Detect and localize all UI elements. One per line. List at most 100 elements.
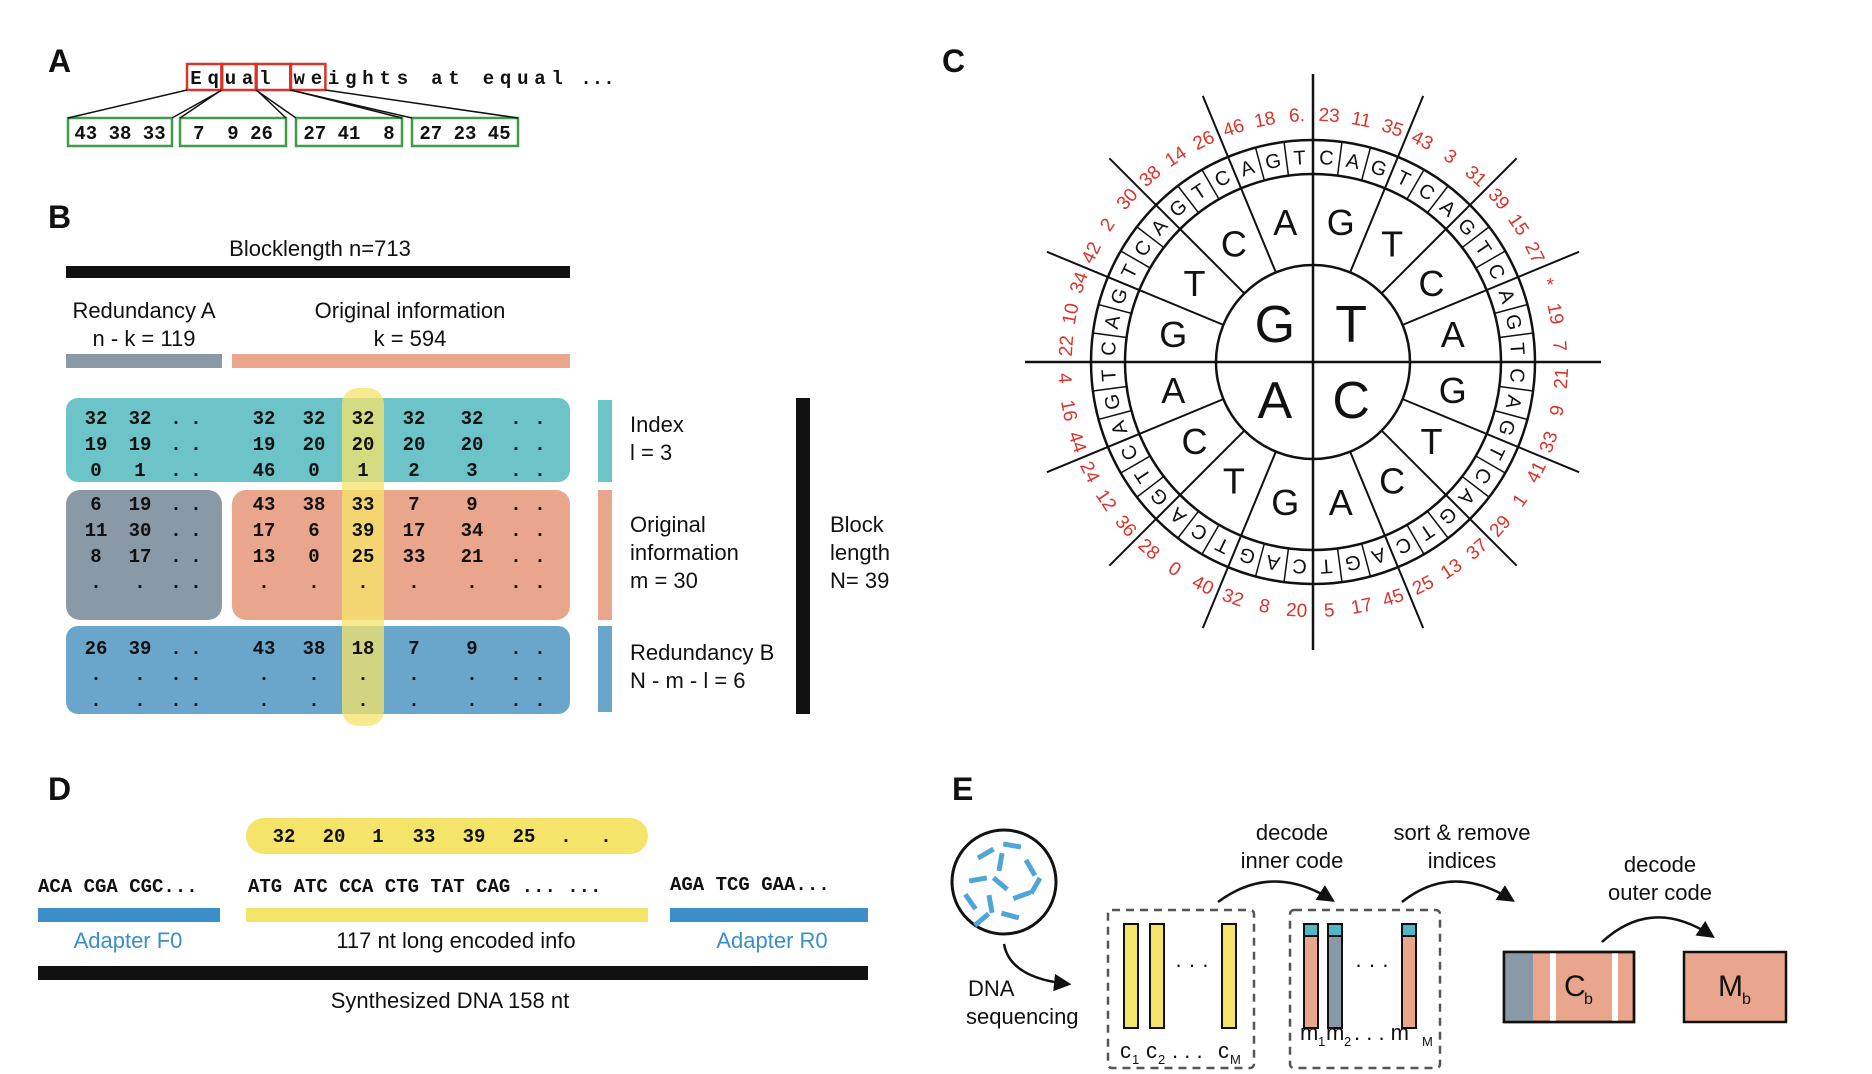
wheel-base-outer: T (1117, 261, 1142, 282)
matrix-cell: 21 (461, 546, 484, 568)
wheel-divider (1098, 409, 1132, 421)
wheel-divider (1426, 510, 1449, 539)
matrix-cell: . (408, 664, 419, 686)
decode-inner-arrow (1217, 880, 1335, 904)
index-symbol: 25 (513, 826, 536, 848)
wheel-divider (1092, 385, 1127, 392)
index-legend-bar (598, 400, 612, 482)
wheel-symbol-number: 38 (1136, 162, 1166, 192)
matrix-cell: . (170, 546, 181, 568)
adapter-f-sequence: ACA CGA CGC... (38, 876, 198, 898)
index-symbol: 39 (463, 826, 486, 848)
wheel-base-outer: C (1130, 237, 1156, 261)
wheel-base-inner: A (1257, 372, 1292, 430)
encoded-bar (246, 908, 648, 922)
wheel-base-outer: T (1393, 166, 1414, 191)
matrix-cell: . (190, 690, 201, 712)
decoded-column-index (1401, 923, 1417, 937)
dna-fragment (968, 875, 988, 884)
matrix-cell: 17 (253, 520, 276, 542)
panel-b: Blocklength n=713 Redundancy A n - k = 1… (66, 236, 890, 726)
matrix-cell: . (534, 494, 545, 516)
wheel-symbol-number: 17 (1349, 594, 1374, 619)
wheel-symbol-number: 37 (1463, 535, 1493, 565)
wheel-base-outer: C (1117, 441, 1143, 464)
matrix-cell: 26 (85, 638, 108, 660)
matrix-cell: . (357, 664, 368, 686)
text-character: e (311, 68, 322, 90)
matrix-cell: 17 (129, 546, 152, 568)
matrix-cell: 39 (352, 520, 375, 542)
wheel-base-inner: G (1255, 296, 1295, 354)
matrix-cell: 38 (303, 494, 326, 516)
wheel-divider (1402, 250, 1580, 326)
wheel-divider (1120, 250, 1151, 269)
wheel-divider (1475, 455, 1506, 474)
matrix-cell: . (170, 638, 181, 660)
wheel-divider (1201, 95, 1277, 273)
panel-label-c: C (942, 43, 965, 79)
symbol-triple: 7 9 26 (193, 123, 273, 145)
mapping-line (179, 89, 222, 119)
matrix-cell: . (534, 664, 545, 686)
matrix-cell: 7 (408, 638, 419, 660)
dna-pool-circle (950, 828, 1058, 936)
wheel-base-outer: G (1368, 156, 1390, 182)
decoded-column (1303, 923, 1319, 1029)
wheel-base-outer: A (1368, 543, 1388, 568)
decoded-column-index (1303, 923, 1319, 937)
wheel-base-middle: A (1273, 202, 1297, 243)
text-character: l (259, 68, 270, 90)
matrix-cell: 8 (90, 546, 101, 568)
wheel-base-middle: C (1379, 460, 1405, 501)
matrix-cell: . (90, 664, 101, 686)
wheel-symbol-number: 43 (1408, 127, 1436, 155)
decoded-reads-box (1288, 908, 1442, 1070)
sequencing-arrow (1002, 943, 1072, 992)
matrix-cell: . (510, 408, 521, 430)
matrix-cell: 1 (134, 460, 145, 482)
dna-fragment (1028, 876, 1043, 895)
matrix-cell: 6 (308, 520, 319, 542)
wheel-base-middle: A (1441, 314, 1465, 355)
columns-ellipsis: · · · (1175, 952, 1209, 977)
wheel-symbol-number: 39 (1483, 185, 1513, 215)
matrix-cell: 32 (303, 408, 326, 430)
m-label-2: m (1326, 1020, 1344, 1045)
wheel-base-middle: T (1223, 460, 1245, 501)
wheel-base-outer: T (1470, 237, 1495, 259)
message-sub: b (1742, 991, 1751, 1008)
wheel-symbol-number: 23 (1318, 105, 1340, 127)
matrix-cell: . (170, 408, 181, 430)
wheel-base-middle: C (1182, 421, 1208, 462)
text-character: t (379, 68, 390, 90)
wheel-divider (1406, 169, 1425, 200)
read-column (1149, 923, 1165, 1029)
dna-sequencing-line2: sequencing (966, 1004, 1079, 1029)
index-symbol: 20 (323, 826, 346, 848)
symbol-triple-box (294, 116, 404, 148)
wheel-symbol-number: 16 (1056, 398, 1081, 423)
wheel-symbol-number: 22 (1056, 335, 1078, 357)
matrix-cell: 33 (403, 546, 426, 568)
wheel-symbol-number: * (1535, 276, 1557, 290)
wheel-symbol-number: 12 (1091, 486, 1120, 515)
wheel-symbol-number: 3 (1440, 145, 1460, 168)
text-character: g (345, 68, 356, 90)
matrix-cell: 0 (308, 546, 319, 568)
wheel-symbol-number: 28 (1134, 535, 1164, 565)
wheel-base-outer: G (1101, 392, 1126, 412)
wheel-symbol-number: 19 (1542, 301, 1567, 326)
matrix-cell: . (534, 546, 545, 568)
decoded-column (1401, 923, 1417, 1029)
wheel-divider (1201, 169, 1220, 200)
text-character: ... (580, 68, 614, 90)
matrix-cell: . (534, 690, 545, 712)
index-sequence-pill (246, 818, 648, 854)
panel-label-b: B (48, 199, 71, 235)
matrix-cell: . (134, 664, 145, 686)
matrix-cell: . (408, 690, 419, 712)
wheel-base-outer: C (1318, 147, 1334, 170)
matrix-cell: 32 (253, 408, 276, 430)
matrix-cell: . (258, 572, 269, 594)
